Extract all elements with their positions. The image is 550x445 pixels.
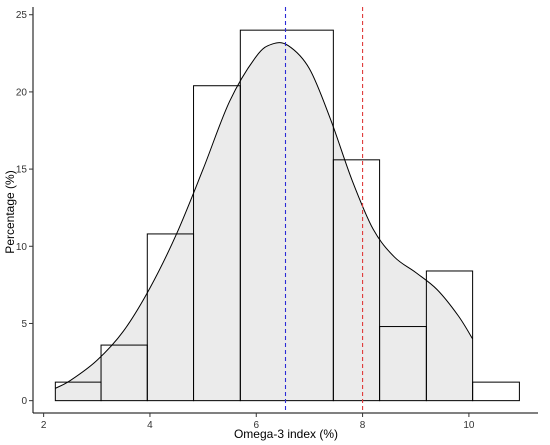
x-tick-label-2: 6 (253, 420, 259, 431)
x-axis-title: Omega-3 index (%) (234, 427, 338, 441)
histogram-bar-5 (332, 159, 381, 402)
y-tick-label-4: 20 (16, 87, 28, 98)
y-tick-label-3: 15 (16, 165, 28, 176)
x-tick-label-3: 8 (360, 420, 366, 431)
y-tick-label-1: 5 (21, 319, 27, 330)
density-line (55, 42, 474, 389)
x-tick-label-1: 4 (147, 420, 153, 431)
reference-lines-layer (284, 7, 364, 413)
y-tick-label-5: 25 (16, 10, 28, 21)
x-tick-label-0: 2 (41, 420, 47, 431)
x-tick-label-4: 10 (463, 420, 475, 431)
density-line-layer (55, 42, 474, 389)
y-tick-label-0: 0 (21, 396, 27, 407)
histogram-bars-layer (54, 29, 520, 402)
density-area-layer (55, 42, 473, 401)
histogram-bar-8 (472, 381, 520, 402)
histogram-bar-7 (425, 270, 474, 402)
density-area (55, 42, 473, 401)
y-axis-title: Percentage (%) (3, 170, 17, 253)
axes-layer: 2 4 6 8 10 0 5 10 15 20 25 (16, 7, 538, 431)
y-tick-label-2: 10 (16, 242, 28, 253)
